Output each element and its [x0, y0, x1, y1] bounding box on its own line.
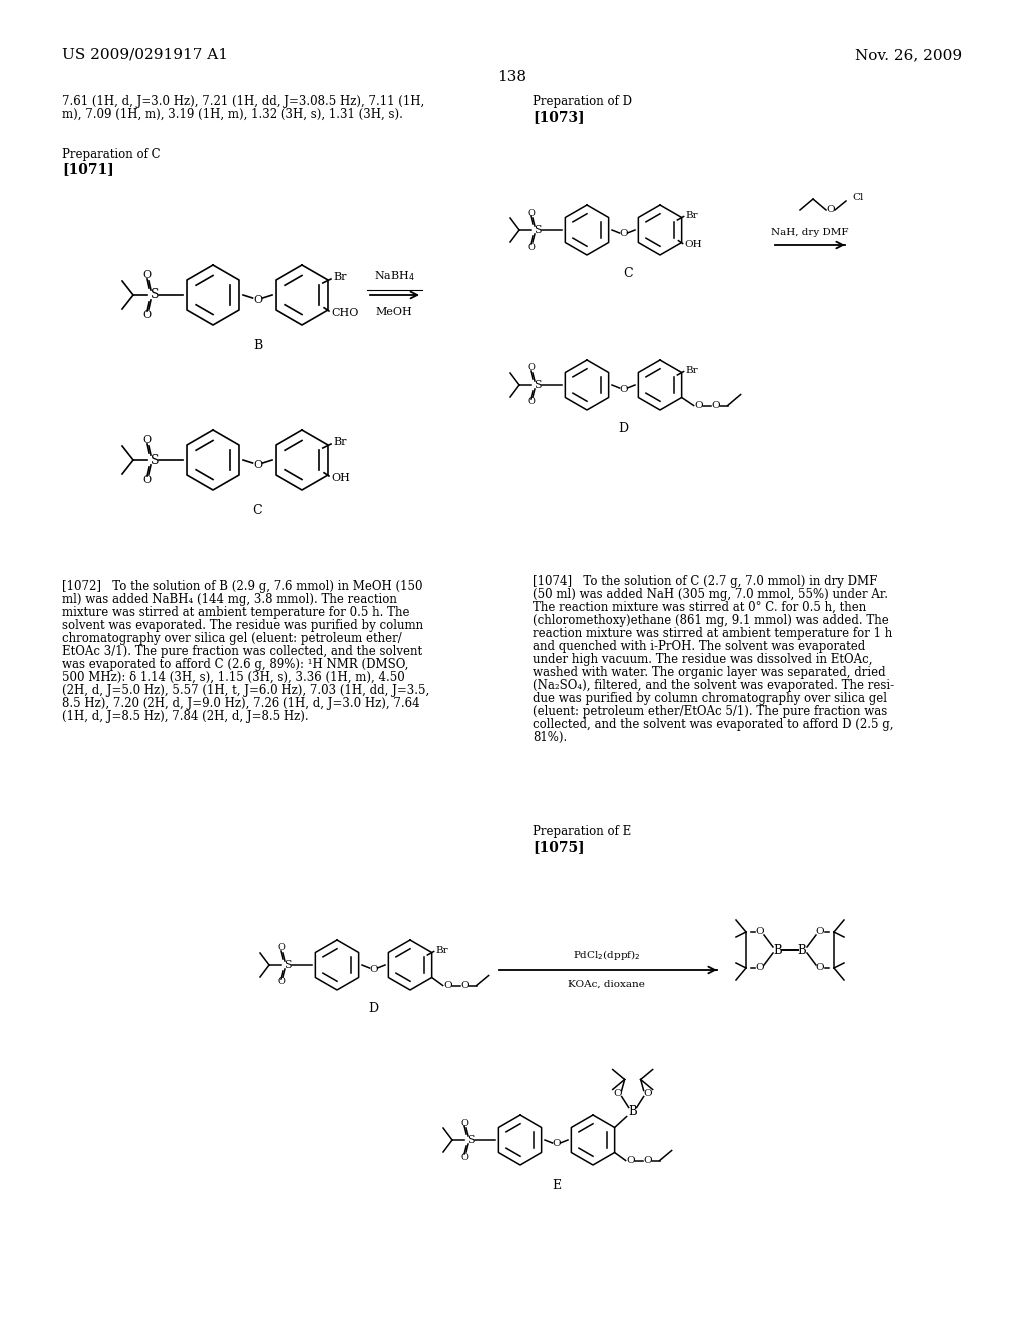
Text: O: O	[278, 978, 285, 986]
Text: CHO: CHO	[331, 308, 358, 318]
Text: O: O	[620, 384, 628, 393]
Text: US 2009/0291917 A1: US 2009/0291917 A1	[62, 48, 228, 62]
Text: [1075]: [1075]	[534, 840, 585, 854]
Text: OH: OH	[331, 473, 350, 483]
Text: Br: Br	[333, 437, 346, 447]
Text: (eluent: petroleum ether/EtOAc 5/1). The pure fraction was: (eluent: petroleum ether/EtOAc 5/1). The…	[534, 705, 887, 718]
Text: Br: Br	[686, 366, 698, 375]
Text: S: S	[467, 1135, 475, 1144]
Text: B: B	[253, 339, 262, 352]
Text: O: O	[756, 928, 764, 936]
Text: NaH, dry DMF: NaH, dry DMF	[771, 228, 849, 238]
Text: O: O	[142, 436, 152, 445]
Text: O: O	[370, 965, 378, 974]
Text: O: O	[826, 206, 836, 214]
Text: D: D	[369, 1002, 379, 1015]
Text: C: C	[253, 504, 262, 517]
Text: The reaction mixture was stirred at 0° C. for 0.5 h, then: The reaction mixture was stirred at 0° C…	[534, 601, 866, 614]
Text: O: O	[460, 1152, 468, 1162]
Text: O: O	[643, 1089, 652, 1098]
Text: PdCl$_2$(dppf)$_2$: PdCl$_2$(dppf)$_2$	[573, 948, 641, 962]
Text: O: O	[620, 230, 628, 239]
Text: 81%).: 81%).	[534, 731, 567, 744]
Text: S: S	[151, 454, 160, 466]
Text: C: C	[624, 267, 633, 280]
Text: Nov. 26, 2009: Nov. 26, 2009	[855, 48, 962, 62]
Text: O: O	[816, 928, 824, 936]
Text: O: O	[460, 1118, 468, 1127]
Text: Br: Br	[686, 211, 698, 220]
Text: 8.5 Hz), 7.20 (2H, d, J=9.0 Hz), 7.26 (1H, d, J=3.0 Hz), 7.64: 8.5 Hz), 7.20 (2H, d, J=9.0 Hz), 7.26 (1…	[62, 697, 420, 710]
Text: chromatography over silica gel (eluent: petroleum ether/: chromatography over silica gel (eluent: …	[62, 632, 401, 645]
Text: B: B	[629, 1105, 637, 1118]
Text: S: S	[535, 224, 542, 235]
Text: (1H, d, J=8.5 Hz), 7.84 (2H, d, J=8.5 Hz).: (1H, d, J=8.5 Hz), 7.84 (2H, d, J=8.5 Hz…	[62, 710, 308, 723]
Text: O: O	[527, 363, 535, 372]
Text: 7.61 (1H, d, J=3.0 Hz), 7.21 (1H, dd, J=3.08.5 Hz), 7.11 (1H,: 7.61 (1H, d, J=3.0 Hz), 7.21 (1H, dd, J=…	[62, 95, 424, 108]
Text: O: O	[142, 271, 152, 280]
Text: O: O	[552, 1139, 561, 1148]
Text: B: B	[798, 944, 806, 957]
Text: Preparation of C: Preparation of C	[62, 148, 161, 161]
Text: S: S	[535, 380, 542, 389]
Text: O: O	[443, 981, 452, 990]
Text: (50 ml) was added NaH (305 mg, 7.0 mmol, 55%) under Ar.: (50 ml) was added NaH (305 mg, 7.0 mmol,…	[534, 587, 888, 601]
Text: 500 MHz): δ 1.14 (3H, s), 1.15 (3H, s), 3.36 (1H, m), 4.50: 500 MHz): δ 1.14 (3H, s), 1.15 (3H, s), …	[62, 671, 404, 684]
Text: [1073]: [1073]	[534, 110, 585, 124]
Text: Br: Br	[435, 946, 449, 954]
Text: O: O	[712, 401, 720, 411]
Text: [1072]   To the solution of B (2.9 g, 7.6 mmol) in MeOH (150: [1072] To the solution of B (2.9 g, 7.6 …	[62, 579, 423, 593]
Text: collected, and the solvent was evaporated to afford D (2.5 g,: collected, and the solvent was evaporate…	[534, 718, 894, 731]
Text: MeOH: MeOH	[376, 308, 413, 317]
Text: O: O	[253, 459, 262, 470]
Text: ml) was added NaBH₄ (144 mg, 3.8 mmol). The reaction: ml) was added NaBH₄ (144 mg, 3.8 mmol). …	[62, 593, 397, 606]
Text: O: O	[613, 1089, 622, 1098]
Text: reaction mixture was stirred at ambient temperature for 1 h: reaction mixture was stirred at ambient …	[534, 627, 892, 640]
Text: O: O	[142, 310, 152, 319]
Text: B: B	[773, 944, 782, 957]
Text: was evaporated to afford C (2.6 g, 89%): ¹H NMR (DMSO,: was evaporated to afford C (2.6 g, 89%):…	[62, 657, 409, 671]
Text: E: E	[552, 1179, 561, 1192]
Text: O: O	[627, 1156, 635, 1166]
Text: O: O	[527, 397, 535, 407]
Text: under high vacuum. The residue was dissolved in EtOAc,: under high vacuum. The residue was disso…	[534, 653, 872, 667]
Text: Cl: Cl	[852, 193, 863, 202]
Text: O: O	[527, 243, 535, 252]
Text: O: O	[694, 401, 702, 411]
Text: O: O	[643, 1156, 652, 1166]
Text: D: D	[618, 422, 629, 436]
Text: O: O	[461, 981, 469, 990]
Text: m), 7.09 (1H, m), 3.19 (1H, m), 1.32 (3H, s), 1.31 (3H, s).: m), 7.09 (1H, m), 3.19 (1H, m), 1.32 (3H…	[62, 108, 402, 121]
Text: S: S	[151, 289, 160, 301]
Text: (chloromethoxy)ethane (861 mg, 9.1 mmol) was added. The: (chloromethoxy)ethane (861 mg, 9.1 mmol)…	[534, 614, 889, 627]
Text: O: O	[816, 964, 824, 973]
Text: O: O	[756, 964, 764, 973]
Text: O: O	[527, 209, 535, 218]
Text: Preparation of D: Preparation of D	[534, 95, 632, 108]
Text: (Na₂SO₄), filtered, and the solvent was evaporated. The resi-: (Na₂SO₄), filtered, and the solvent was …	[534, 678, 894, 692]
Text: S: S	[285, 960, 292, 970]
Text: (2H, d, J=5.0 Hz), 5.57 (1H, t, J=6.0 Hz), 7.03 (1H, dd, J=3.5,: (2H, d, J=5.0 Hz), 5.57 (1H, t, J=6.0 Hz…	[62, 684, 429, 697]
Text: O: O	[142, 475, 152, 484]
Text: 138: 138	[498, 70, 526, 84]
Text: KOAc, dioxane: KOAc, dioxane	[568, 979, 645, 989]
Text: [1074]   To the solution of C (2.7 g, 7.0 mmol) in dry DMF: [1074] To the solution of C (2.7 g, 7.0 …	[534, 576, 878, 587]
Text: due was purified by column chromatography over silica gel: due was purified by column chromatograph…	[534, 692, 887, 705]
Text: solvent was evaporated. The residue was purified by column: solvent was evaporated. The residue was …	[62, 619, 423, 632]
Text: NaBH$_4$: NaBH$_4$	[374, 269, 415, 282]
Text: [1071]: [1071]	[62, 162, 114, 176]
Text: EtOAc 3/1). The pure fraction was collected, and the solvent: EtOAc 3/1). The pure fraction was collec…	[62, 645, 422, 657]
Text: Preparation of E: Preparation of E	[534, 825, 631, 838]
Text: O: O	[253, 294, 262, 305]
Text: mixture was stirred at ambient temperature for 0.5 h. The: mixture was stirred at ambient temperatu…	[62, 606, 410, 619]
Text: OH: OH	[685, 240, 702, 249]
Text: washed with water. The organic layer was separated, dried: washed with water. The organic layer was…	[534, 667, 886, 678]
Text: O: O	[278, 944, 285, 953]
Text: and quenched with i-PrOH. The solvent was evaporated: and quenched with i-PrOH. The solvent wa…	[534, 640, 865, 653]
Text: Br: Br	[333, 272, 346, 282]
